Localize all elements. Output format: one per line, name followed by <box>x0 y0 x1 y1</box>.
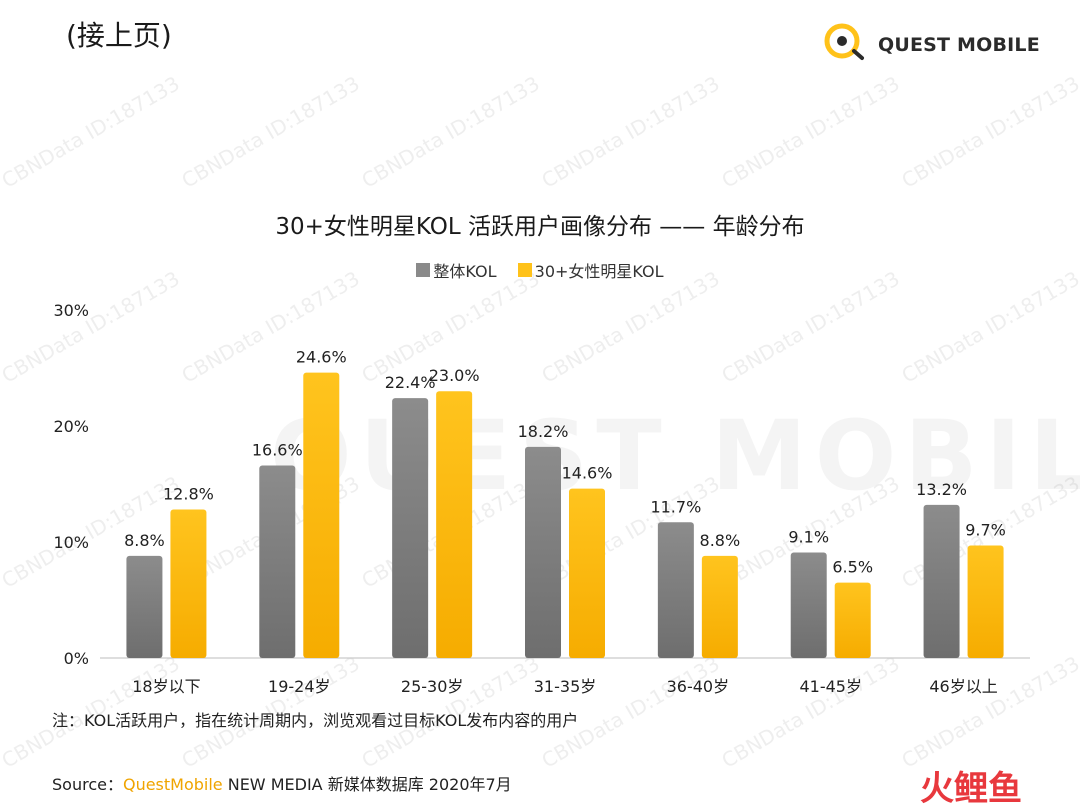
data-label-overall: 16.6% <box>252 440 303 459</box>
legend-swatch-overall <box>416 263 431 277</box>
bar-female-star <box>569 488 605 658</box>
x-tick-label: 25-30岁 <box>401 677 464 696</box>
chart-legend: 整体KOL 30+女性明星KOL <box>0 258 1080 282</box>
bar-female-star <box>967 545 1004 658</box>
corner-logo: 火鲤鱼 <box>918 767 1058 809</box>
chart-footnote: 注：KOL活跃用户，指在统计周期内，浏览观看过目标KOL发布内容的用户 <box>52 711 579 730</box>
data-label-female-star: 6.5% <box>832 558 873 577</box>
data-label-female-star: 8.8% <box>700 531 741 550</box>
corner-logo-graphic: 火鲤鱼 <box>920 769 1022 809</box>
corner-logo-text: 火鲤鱼 <box>920 769 1022 807</box>
y-tick-label: 30% <box>53 301 89 320</box>
page-continuation-label: (接上页) <box>66 19 172 52</box>
data-label-female-star: 24.6% <box>296 348 347 367</box>
bar-overall <box>525 446 561 658</box>
bar-female-star <box>170 509 207 658</box>
bar-female-star <box>834 582 871 658</box>
legend-label-overall: 整体KOL <box>433 262 497 281</box>
bar-female-star <box>701 555 738 658</box>
data-label-overall: 13.2% <box>916 480 967 499</box>
questmobile-logo-icon <box>824 23 864 60</box>
data-label-overall: 18.2% <box>518 422 569 441</box>
bar-overall <box>126 555 163 658</box>
x-tick-label: 18岁以下 <box>132 677 200 696</box>
legend-item-overall: 整体KOL <box>416 258 497 282</box>
bar-overall <box>657 522 694 658</box>
bar-female-star <box>303 372 340 658</box>
data-label-female-star: 9.7% <box>965 520 1006 539</box>
data-label-female-star: 14.6% <box>562 464 613 483</box>
x-tick-label: 36-40岁 <box>667 677 730 696</box>
data-label-overall: 8.8% <box>124 531 165 550</box>
y-tick-label: 0% <box>64 649 89 668</box>
data-label-overall: 9.1% <box>788 527 829 546</box>
legend-label-female-star: 30+女性明星KOL <box>534 262 664 281</box>
y-tick-label: 10% <box>53 533 89 552</box>
data-label-overall: 11.7% <box>650 497 701 516</box>
x-tick-label: 46岁以上 <box>929 677 997 696</box>
bar-overall <box>790 552 827 658</box>
bar-overall <box>259 465 296 658</box>
x-tick-label: 31-35岁 <box>534 677 597 696</box>
x-tick-label: 41-45岁 <box>799 677 862 696</box>
source-rest: NEW MEDIA 新媒体数据库 2020年7月 <box>222 775 512 794</box>
bar-overall <box>923 504 960 658</box>
legend-swatch-female-star <box>517 263 532 277</box>
questmobile-logo-text: QUEST MOBILE <box>878 34 1040 56</box>
legend-item-female-star: 30+女性明星KOL <box>517 258 664 282</box>
data-label-female-star: 12.8% <box>163 485 214 504</box>
source-prefix: Source： <box>52 775 123 794</box>
questmobile-logo: QUEST MOBILE <box>818 14 1040 70</box>
y-tick-label: 20% <box>53 417 89 436</box>
chart-title: 30+女性明星KOL 活跃用户画像分布 —— 年龄分布 <box>275 214 805 240</box>
source-brand: QuestMobile <box>122 775 223 794</box>
source-line: Source：QuestMobile NEW MEDIA 新媒体数据库 2020… <box>52 771 512 795</box>
data-label-female-star: 23.0% <box>429 366 480 385</box>
x-tick-label: 19-24岁 <box>268 677 331 696</box>
data-label-overall: 22.4% <box>385 373 436 392</box>
bar-female-star <box>436 391 473 658</box>
bar-overall <box>392 398 429 658</box>
